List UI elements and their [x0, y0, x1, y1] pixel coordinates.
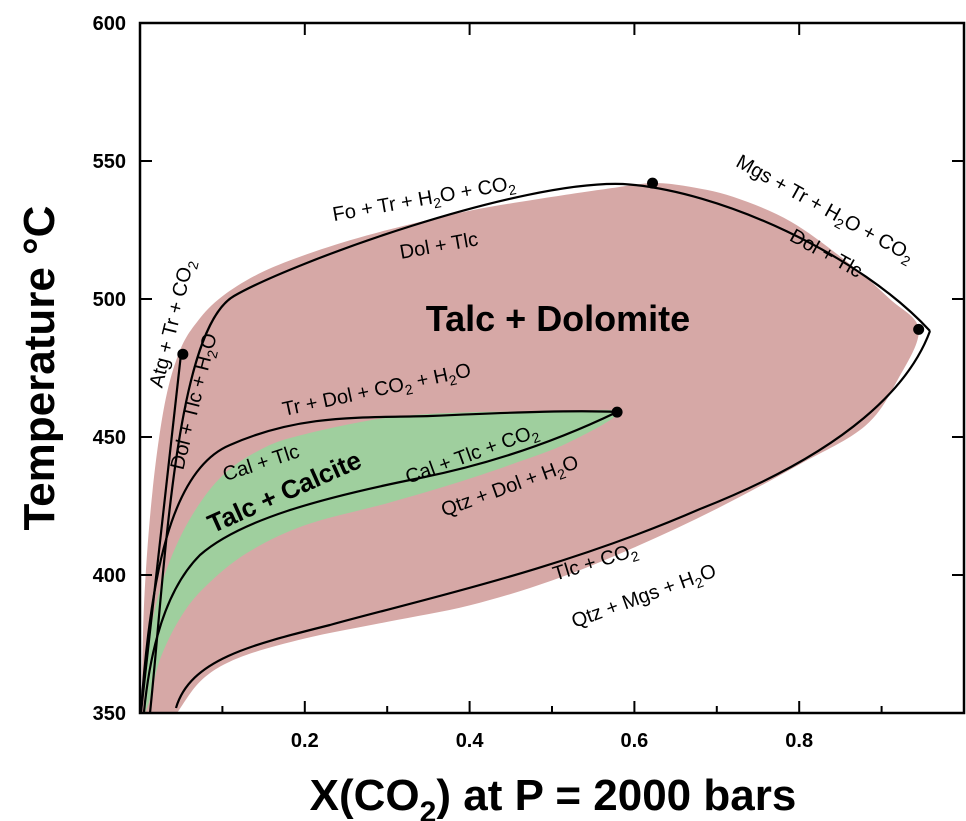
y-axis-title: Temperature °C	[15, 206, 64, 531]
field-label-talc-dolomite: Talc + Dolomite	[426, 298, 690, 339]
y-tick-label-600: 600	[93, 13, 126, 35]
invariant-points	[177, 177, 925, 418]
y-tick-label-450: 450	[93, 427, 126, 449]
x-tick-label-0.6: 0.6	[620, 730, 648, 752]
x-tick-label-0.4: 0.4	[456, 730, 485, 752]
reaction-lines	[139, 182, 932, 714]
x-tick-label-0.2: 0.2	[291, 730, 319, 752]
x-axis-title: X(CO2) at P = 2000 bars	[310, 771, 797, 821]
invariant-point-2	[611, 406, 623, 418]
invariant-point-4	[913, 323, 925, 335]
y-tick-label-550: 550	[93, 151, 126, 173]
line-mgs-tr-boundary	[174, 330, 932, 709]
invariant-point-3	[647, 177, 659, 189]
y-tick-label-350: 350	[93, 703, 126, 725]
x-tick-label-0.8: 0.8	[785, 730, 813, 752]
axis-ticks: 0.2 0.4 0.6 0.8 350 400 450 500 550 600	[93, 13, 964, 752]
line-cal-tlc-boundary	[142, 411, 618, 713]
y-tick-label-500: 500	[93, 289, 126, 311]
line-fo-tr-boundary	[148, 182, 931, 714]
invariant-point-1	[177, 348, 189, 360]
line-tr-dol-boundary	[139, 410, 618, 713]
y-tick-label-400: 400	[93, 565, 126, 587]
line-atg-branch	[139, 353, 183, 713]
field-talc-calcite	[143, 409, 618, 713]
